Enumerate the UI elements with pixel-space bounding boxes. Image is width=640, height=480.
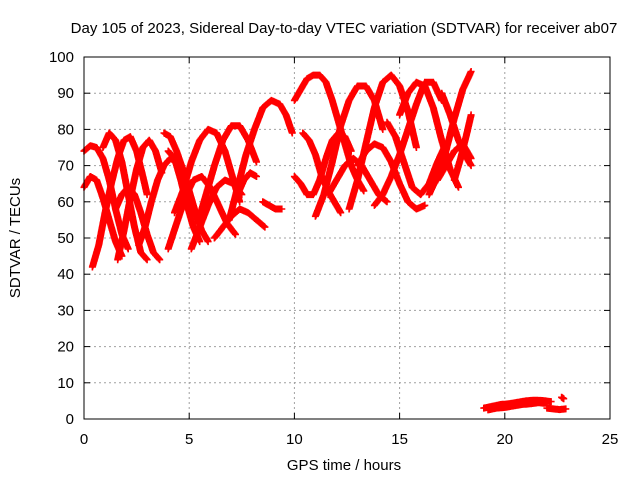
- y-axis-label: SDTVAR / TECUs: [7, 178, 24, 298]
- data-points: [80, 68, 570, 414]
- x-axis-label: GPS time / hours: [287, 457, 401, 474]
- track-markers: [484, 399, 551, 414]
- y-tick-label: 90: [57, 85, 74, 102]
- x-tick-label: 5: [185, 431, 193, 448]
- x-tick-label: 25: [602, 431, 619, 448]
- track-markers: [450, 111, 475, 184]
- track-markers: [114, 136, 166, 264]
- chart-title: Day 105 of 2023, Sidereal Day-to-day VTE…: [71, 20, 618, 37]
- track-markers: [558, 393, 568, 403]
- y-tick-label: 40: [57, 266, 74, 283]
- series-track-16: [234, 169, 260, 199]
- y-tick-label: 100: [49, 49, 74, 66]
- y-tick-label: 50: [57, 230, 74, 247]
- track-markers: [225, 96, 296, 224]
- x-tick-label: 20: [496, 431, 513, 448]
- y-tick-label: 60: [57, 194, 74, 211]
- series-track-06: [114, 136, 166, 264]
- series-track-35: [558, 393, 568, 403]
- x-tick-label: 0: [80, 431, 88, 448]
- series-track-31: [450, 111, 475, 184]
- series-track-15: [225, 96, 296, 224]
- y-tick-label: 30: [57, 302, 74, 319]
- axis-ticks: 0 5 10 15 20 25 0 10 20 30 40 50 60 70 80 90 100: [49, 49, 618, 448]
- y-tick-label: 20: [57, 339, 74, 356]
- y-tick-label: 0: [66, 411, 74, 428]
- y-tick-label: 80: [57, 121, 74, 138]
- x-tick-label: 10: [286, 431, 303, 448]
- y-tick-label: 70: [57, 158, 74, 175]
- series-track-26: [383, 118, 450, 199]
- track-markers: [543, 404, 570, 414]
- track-markers: [234, 169, 260, 199]
- track-markers: [383, 118, 450, 199]
- series-track-17: [259, 198, 286, 213]
- y-tick-label: 10: [57, 375, 74, 392]
- track-markers: [259, 198, 286, 213]
- x-tick-label: 15: [391, 431, 408, 448]
- series-track-33: [484, 399, 551, 414]
- series-track-34: [543, 404, 570, 414]
